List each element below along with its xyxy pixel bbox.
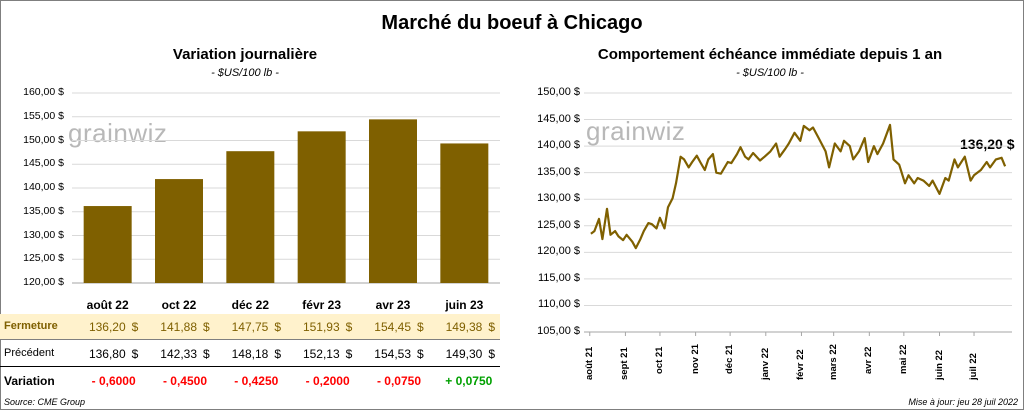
fermeture-value: 141,88: [160, 320, 197, 334]
left-y-tick: 150,00 $: [23, 133, 64, 146]
right-y-tick: 105,00 $: [537, 325, 580, 337]
variation-value: - 0,4250: [234, 374, 279, 388]
left-y-tick: 160,00 $: [23, 86, 64, 98]
bar: [226, 151, 275, 283]
dollar-sign: $: [345, 347, 353, 361]
left-y-tick: 140,00 $: [23, 181, 64, 193]
x-category-label: août 22: [86, 298, 129, 312]
right-y-tick: 115,00 $: [537, 271, 580, 284]
fermeture-value: 136,20: [88, 320, 126, 334]
precedent-value: 148,18: [231, 347, 269, 361]
dollar-sign: $: [417, 347, 424, 361]
bar: [440, 143, 489, 283]
x-category-label: juin 23: [445, 298, 484, 312]
dollar-sign: $: [488, 320, 496, 334]
precedent-value: 142,33: [160, 347, 197, 361]
update-note: Mise à jour: jeu 28 juil 2022: [908, 397, 1018, 407]
right-y-tick: 140,00 $: [537, 139, 580, 152]
precedent-label: Précédent: [4, 347, 55, 359]
bar: [297, 131, 346, 283]
variation-value: - 0,6000: [91, 374, 136, 388]
right-y-tick: 150,00 $: [537, 86, 580, 98]
right-y-tick: 125,00 $: [537, 218, 580, 231]
precedent-value: 154,53: [374, 347, 411, 361]
left-chart-unit: - $US/100 lb -: [211, 67, 279, 79]
right-y-tick: 120,00 $: [537, 245, 580, 258]
table-divider-2: [0, 366, 500, 367]
left-y-tick: 120,00 $: [23, 276, 64, 288]
bar: [83, 206, 132, 283]
left-y-tick: 135,00 $: [23, 204, 64, 217]
bar: [369, 119, 417, 283]
fermeture-value: 151,93: [302, 320, 340, 334]
right-y-tick: 110,00 $: [537, 298, 580, 311]
fermeture-label: Fermeture: [4, 320, 58, 332]
left-y-tick: 155,00 $: [23, 109, 64, 122]
x-category-label: déc 22: [231, 298, 269, 312]
x-category-label: avr 23: [375, 298, 411, 312]
left-y-tick: 130,00 $: [23, 228, 64, 241]
left-watermark: grainwiz: [68, 118, 168, 148]
price-series-line: [590, 123, 1007, 250]
fermeture-value: 154,45: [374, 320, 411, 334]
bar: [155, 179, 203, 283]
main-title: Marché du boeuf à Chicago: [381, 12, 643, 34]
left-y-tick: 125,00 $: [23, 252, 64, 265]
dollar-sign: $: [488, 347, 496, 361]
variation-label: Variation: [4, 374, 55, 388]
left-y-tick: 145,00 $: [23, 157, 64, 170]
dollar-sign: $: [417, 320, 424, 334]
variation-value: + 0,0750: [445, 374, 493, 388]
dollar-sign: $: [345, 320, 353, 334]
right-chart-unit: - $US/100 lb -: [736, 67, 804, 79]
right-chart-title: Comportement échéance immédiate depuis 1…: [597, 46, 943, 63]
dollar-sign: $: [131, 347, 139, 361]
last-value-label: 136,20 $: [960, 136, 1015, 152]
right-watermark: grainwiz: [586, 116, 686, 146]
right-y-tick: 130,00 $: [537, 192, 580, 205]
x-category-label: oct 22: [161, 298, 197, 312]
variation-value: - 0,0750: [376, 374, 421, 388]
source-note: Source: CME Group: [4, 397, 86, 407]
dollar-sign: $: [131, 320, 139, 334]
dollar-sign: $: [203, 320, 210, 334]
right-y-tick: 135,00 $: [537, 165, 580, 178]
dollar-sign: $: [274, 347, 282, 361]
variation-value: - 0,4500: [162, 374, 207, 388]
fermeture-value: 149,38: [445, 320, 483, 334]
variation-value: - 0,2000: [305, 374, 350, 388]
fermeture-value: 147,75: [231, 320, 269, 334]
dollar-sign: $: [274, 320, 282, 334]
x-category-label: févr 23: [302, 298, 341, 312]
precedent-value: 149,30: [445, 347, 483, 361]
precedent-value: 152,13: [302, 347, 340, 361]
dollar-sign: $: [203, 347, 210, 361]
fermeture-row-bg: [0, 314, 500, 339]
table-divider: [0, 339, 500, 340]
right-y-tick: 145,00 $: [537, 112, 580, 125]
precedent-value: 136,80: [88, 347, 126, 361]
left-chart-title: Variation journalière: [172, 46, 318, 63]
